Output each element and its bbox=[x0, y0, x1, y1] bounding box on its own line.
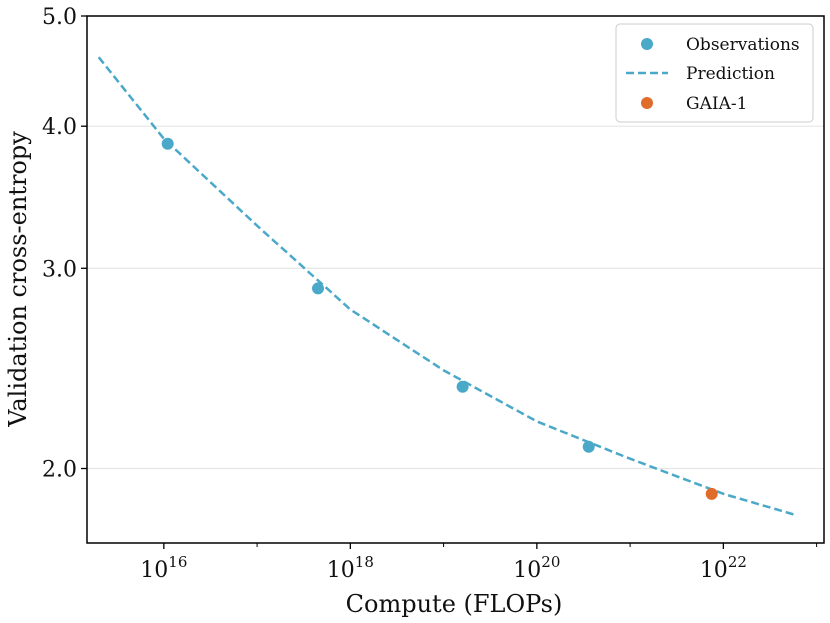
x-tick-base: 10 bbox=[327, 558, 355, 583]
x-tick-label: 1016 bbox=[140, 553, 187, 583]
x-tick-base: 10 bbox=[140, 558, 168, 583]
observation-point bbox=[312, 282, 325, 295]
x-tick-exponent: 22 bbox=[728, 553, 747, 571]
y-tick-label: 5.0 bbox=[42, 5, 77, 30]
x-tick-exponent: 16 bbox=[168, 553, 187, 571]
y-tick-label: 2.0 bbox=[42, 458, 77, 483]
observation-point bbox=[456, 380, 469, 393]
legend-marker-gaia bbox=[641, 97, 653, 109]
x-tick-base: 10 bbox=[513, 558, 541, 583]
observation-point bbox=[161, 137, 174, 150]
y-tick-label: 4.0 bbox=[42, 115, 77, 140]
prediction-line bbox=[97, 56, 797, 517]
x-tick-label: 1018 bbox=[327, 553, 374, 583]
x-tick-exponent: 20 bbox=[541, 553, 560, 571]
gaia-point bbox=[705, 487, 718, 500]
legend-label-prediction: Prediction bbox=[686, 64, 775, 84]
legend-label-gaia: GAIA-1 bbox=[686, 94, 747, 114]
legend: Observations Prediction GAIA-1 bbox=[615, 23, 814, 123]
legend-box bbox=[615, 23, 814, 123]
legend-marker-observations bbox=[641, 38, 653, 50]
y-tick-label: 3.0 bbox=[42, 257, 77, 282]
x-tick-label: 1022 bbox=[700, 553, 747, 583]
plot-frame bbox=[86, 15, 825, 544]
plot-series bbox=[97, 56, 797, 517]
x-axis-label: Compute (FLOPs) bbox=[346, 590, 563, 618]
x-tick-exponent: 18 bbox=[355, 553, 374, 571]
y-axis-label: Validation cross-entropy bbox=[4, 131, 32, 428]
x-tick-label: 1020 bbox=[513, 553, 560, 583]
x-tick-base: 10 bbox=[700, 558, 728, 583]
legend-label-observations: Observations bbox=[686, 35, 800, 55]
observation-point bbox=[582, 440, 595, 453]
